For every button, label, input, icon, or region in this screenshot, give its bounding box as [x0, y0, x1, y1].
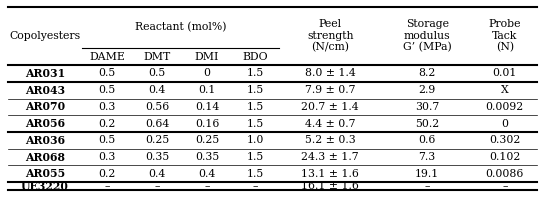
Text: 0.35: 0.35 [145, 152, 169, 162]
Text: 0.64: 0.64 [145, 119, 169, 129]
Text: –: – [105, 181, 110, 191]
Text: –: – [204, 181, 210, 191]
Text: 0.1: 0.1 [198, 85, 215, 95]
Text: 50.2: 50.2 [415, 119, 440, 129]
Text: 0.25: 0.25 [195, 135, 219, 145]
Text: 0.6: 0.6 [418, 135, 436, 145]
Text: AR031: AR031 [25, 68, 65, 79]
Text: DMT: DMT [144, 52, 171, 62]
Text: Reactant (mol%): Reactant (mol%) [135, 22, 226, 33]
Text: 0.56: 0.56 [145, 102, 169, 112]
Text: 20.7 ± 1.4: 20.7 ± 1.4 [301, 102, 359, 112]
Text: 0.2: 0.2 [99, 119, 116, 129]
Text: –: – [253, 181, 258, 191]
Text: DAME: DAME [89, 52, 125, 62]
Text: AR056: AR056 [25, 118, 65, 129]
Text: 2.9: 2.9 [418, 85, 436, 95]
Text: 0: 0 [204, 68, 211, 78]
Text: 0.01: 0.01 [492, 68, 517, 78]
Text: 0.0086: 0.0086 [485, 169, 524, 179]
Text: 1.0: 1.0 [247, 135, 264, 145]
Text: 5.2 ± 0.3: 5.2 ± 0.3 [305, 135, 356, 145]
Text: 4.4 ± 0.7: 4.4 ± 0.7 [305, 119, 355, 129]
Text: 30.7: 30.7 [415, 102, 440, 112]
Text: –: – [424, 181, 430, 191]
Text: 0.2: 0.2 [99, 169, 116, 179]
Text: 0.3: 0.3 [99, 102, 116, 112]
Text: 0.4: 0.4 [148, 169, 166, 179]
Text: 0.0092: 0.0092 [485, 102, 524, 112]
Text: Copolyesters: Copolyesters [9, 31, 80, 41]
Text: Probe
Tack
(N): Probe Tack (N) [489, 19, 521, 53]
Text: 1.5: 1.5 [247, 68, 264, 78]
Text: 19.1: 19.1 [415, 169, 440, 179]
Text: 0.14: 0.14 [195, 102, 219, 112]
Text: 1.5: 1.5 [247, 169, 264, 179]
Text: 0.16: 0.16 [195, 119, 219, 129]
Text: 16.1 ± 1.6: 16.1 ± 1.6 [301, 181, 359, 191]
Text: 8.2: 8.2 [418, 68, 436, 78]
Text: 13.1 ± 1.6: 13.1 ± 1.6 [301, 169, 359, 179]
Text: 8.0 ± 1.4: 8.0 ± 1.4 [305, 68, 356, 78]
Text: 0.4: 0.4 [148, 85, 166, 95]
Text: 0.5: 0.5 [99, 135, 116, 145]
Text: 0: 0 [501, 119, 508, 129]
Text: 0.4: 0.4 [198, 169, 215, 179]
Text: DMI: DMI [195, 52, 219, 62]
Text: AR070: AR070 [25, 101, 65, 112]
Text: AR068: AR068 [25, 151, 65, 163]
Text: 0.5: 0.5 [99, 68, 116, 78]
Text: 0.302: 0.302 [489, 135, 521, 145]
Text: –: – [154, 181, 160, 191]
Text: 24.3 ± 1.7: 24.3 ± 1.7 [301, 152, 359, 162]
Text: UE3220: UE3220 [21, 181, 69, 192]
Text: 1.5: 1.5 [247, 102, 264, 112]
Text: 0.3: 0.3 [99, 152, 116, 162]
Text: –: – [502, 181, 508, 191]
Text: 0.35: 0.35 [195, 152, 219, 162]
Text: Peel
strength
(N/cm): Peel strength (N/cm) [307, 19, 354, 53]
Text: 0.25: 0.25 [145, 135, 169, 145]
Text: BDO: BDO [242, 52, 268, 62]
Text: 0.5: 0.5 [99, 85, 116, 95]
Text: AR043: AR043 [25, 85, 65, 96]
Text: X: X [501, 85, 509, 95]
Text: 1.5: 1.5 [247, 119, 264, 129]
Text: AR036: AR036 [25, 135, 65, 146]
Text: 7.9 ± 0.7: 7.9 ± 0.7 [305, 85, 355, 95]
Text: Storage
modulus
G’ (MPa): Storage modulus G’ (MPa) [403, 19, 451, 53]
Text: 1.5: 1.5 [247, 85, 264, 95]
Text: 1.5: 1.5 [247, 152, 264, 162]
Text: 7.3: 7.3 [418, 152, 436, 162]
Text: AR055: AR055 [25, 168, 65, 179]
Text: 0.102: 0.102 [489, 152, 521, 162]
Text: 0.5: 0.5 [148, 68, 166, 78]
